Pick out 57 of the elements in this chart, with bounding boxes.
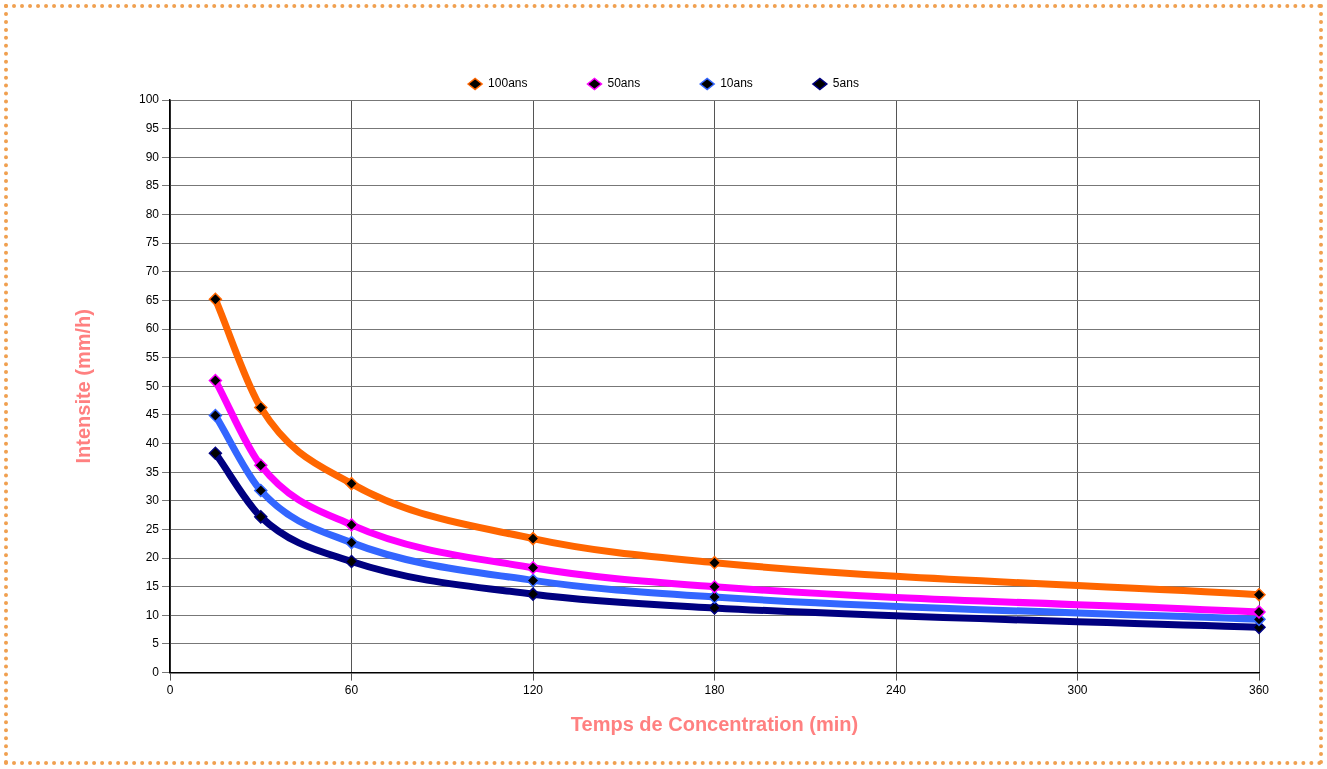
y-tick-label: 40 xyxy=(145,435,160,450)
y-tick-label: 5 xyxy=(152,636,160,651)
point xyxy=(526,587,540,601)
page-frame: Temps de Concentration (min) Intensite (mm/h) 100ans 50ans 10ans 5ans 0 60 120 180 240 300 360 0 5 10 15 20 25 30 35 40 45 50 55 60 65 70 75 80 85 90 95 100 xyxy=(4,4,1323,765)
y-tick-label: 35 xyxy=(145,464,160,479)
point xyxy=(707,601,722,615)
y-tick-label: 60 xyxy=(145,321,160,336)
y-tick-label: 25 xyxy=(145,521,160,536)
point xyxy=(254,483,268,498)
y-tick-label: 65 xyxy=(145,292,160,307)
point xyxy=(208,408,223,423)
point xyxy=(208,292,223,307)
point xyxy=(254,400,268,415)
y-tick-label: 20 xyxy=(145,550,160,565)
legend-label: 50ans xyxy=(607,76,641,91)
x-tick-label: 300 xyxy=(1067,683,1088,698)
x-tick-label: 240 xyxy=(885,683,907,698)
y-tick-label: 70 xyxy=(145,264,160,279)
x-tick-label: 60 xyxy=(344,683,359,698)
point xyxy=(344,535,359,550)
x-tick-label: 0 xyxy=(166,683,174,698)
x-tick-label: 120 xyxy=(523,683,544,698)
point xyxy=(526,531,540,546)
y-tick-label: 15 xyxy=(145,579,160,594)
point xyxy=(707,555,722,570)
y-tick-label: 45 xyxy=(145,407,160,422)
x-axis-title: Temps de Concentration (min) xyxy=(570,712,859,735)
point xyxy=(344,476,359,491)
y-tick-label: 55 xyxy=(145,349,160,364)
point xyxy=(1252,605,1266,619)
point xyxy=(526,573,540,588)
y-tick-label: 30 xyxy=(145,493,160,508)
point xyxy=(254,510,268,524)
legend-label: 5ans xyxy=(832,76,859,91)
y-tick-label: 10 xyxy=(145,607,160,622)
y-tick-label: 75 xyxy=(145,235,160,250)
point xyxy=(526,561,540,575)
y-tick-label: 0 xyxy=(152,664,160,679)
point xyxy=(344,518,359,532)
x-tick-label: 360 xyxy=(1248,683,1270,698)
point xyxy=(707,579,722,594)
point xyxy=(344,554,359,569)
legend-label: 10ans xyxy=(720,76,753,91)
y-tick-label: 95 xyxy=(145,120,160,135)
point xyxy=(707,590,722,604)
y-tick-label: 50 xyxy=(145,378,160,393)
legend-label: 100ans xyxy=(488,76,528,91)
y-tick-label: 100 xyxy=(138,92,160,107)
y-tick-label: 85 xyxy=(145,178,160,193)
point xyxy=(254,458,268,473)
y-axis-title: Intensite (mm/h) xyxy=(71,309,94,464)
x-tick-label: 180 xyxy=(704,683,725,698)
point xyxy=(208,446,223,461)
point xyxy=(1252,587,1266,602)
y-tick-label: 80 xyxy=(145,206,160,221)
y-tick-label: 90 xyxy=(145,149,160,164)
point xyxy=(208,373,223,388)
